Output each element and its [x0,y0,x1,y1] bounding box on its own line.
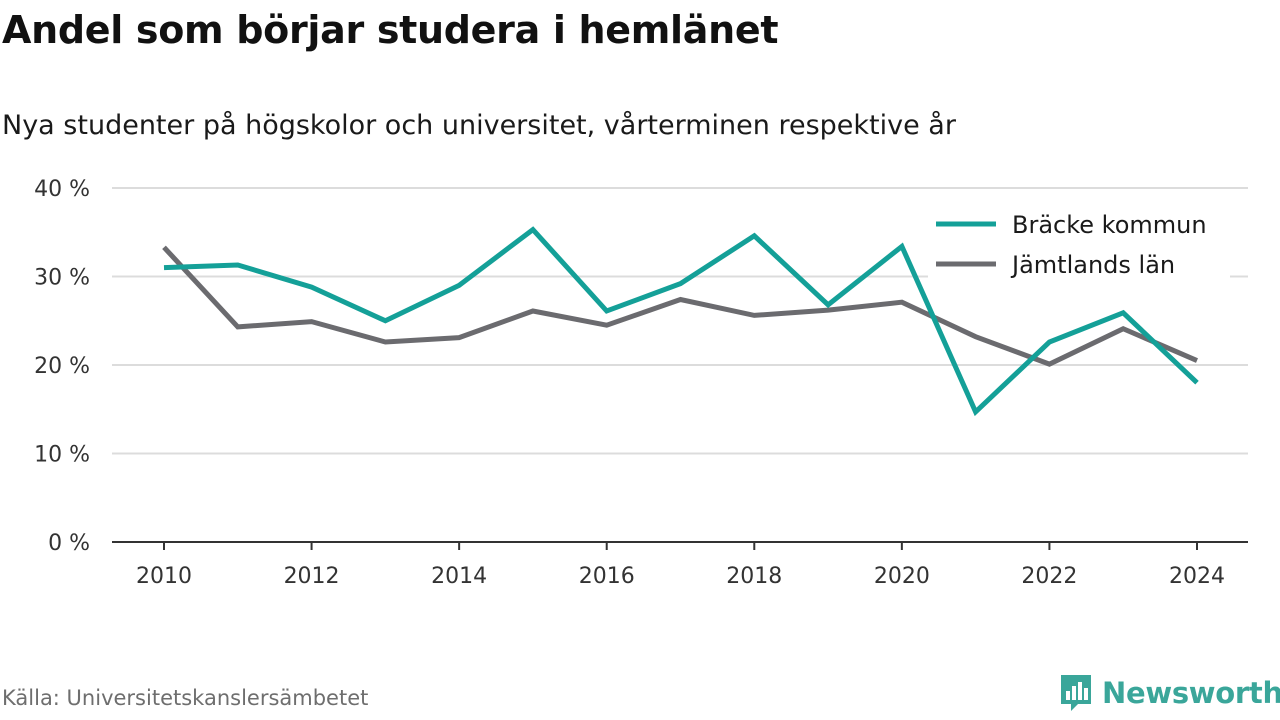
y-axis-ticks: 0 % 10 % 20 % 30 % 40 % [34,177,90,556]
x-tick-label: 2014 [431,564,487,589]
brand-name: Newsworthy [1102,676,1280,710]
series-lines [162,226,1199,417]
x-tick-label: 2022 [1021,564,1077,589]
x-tick-label: 2020 [874,564,930,589]
x-tick-label: 2024 [1169,564,1225,589]
x-axis-ticks: 2010 2012 2014 2016 2018 2020 2022 2024 [136,542,1225,589]
brand-logo[interactable]: Newsworthy [1058,672,1280,714]
y-tick-label: 20 % [34,354,90,379]
x-tick-label: 2012 [284,564,340,589]
y-tick-label: 30 % [34,266,90,291]
x-tick-label: 2016 [579,564,635,589]
series-line-jamtland [162,245,1198,367]
y-tick-label: 0 % [48,531,90,556]
chart-subtitle: Nya studenter på högskolor och universit… [2,110,956,141]
line-chart: 0 % 10 % 20 % 30 % 40 % 2010 2012 2014 2016 2018… [34,177,1248,589]
y-tick-label: 40 % [34,177,90,202]
newsworthy-chart-icon [1061,675,1091,711]
y-tick-label: 10 % [34,443,90,468]
legend-label-jamtland: Jämtlands län [1010,251,1175,279]
chart-title: Andel som börjar studera i hemlänet [2,8,779,52]
source-note: Källa: Universitetskanslersämbetet [2,686,369,710]
x-tick-label: 2018 [726,564,782,589]
legend-label-bracke: Bräcke kommun [1012,211,1207,239]
legend: Bräcke kommun Jämtlands län [928,204,1230,279]
series-line-bracke [163,226,1199,417]
x-tick-label: 2010 [136,564,192,589]
